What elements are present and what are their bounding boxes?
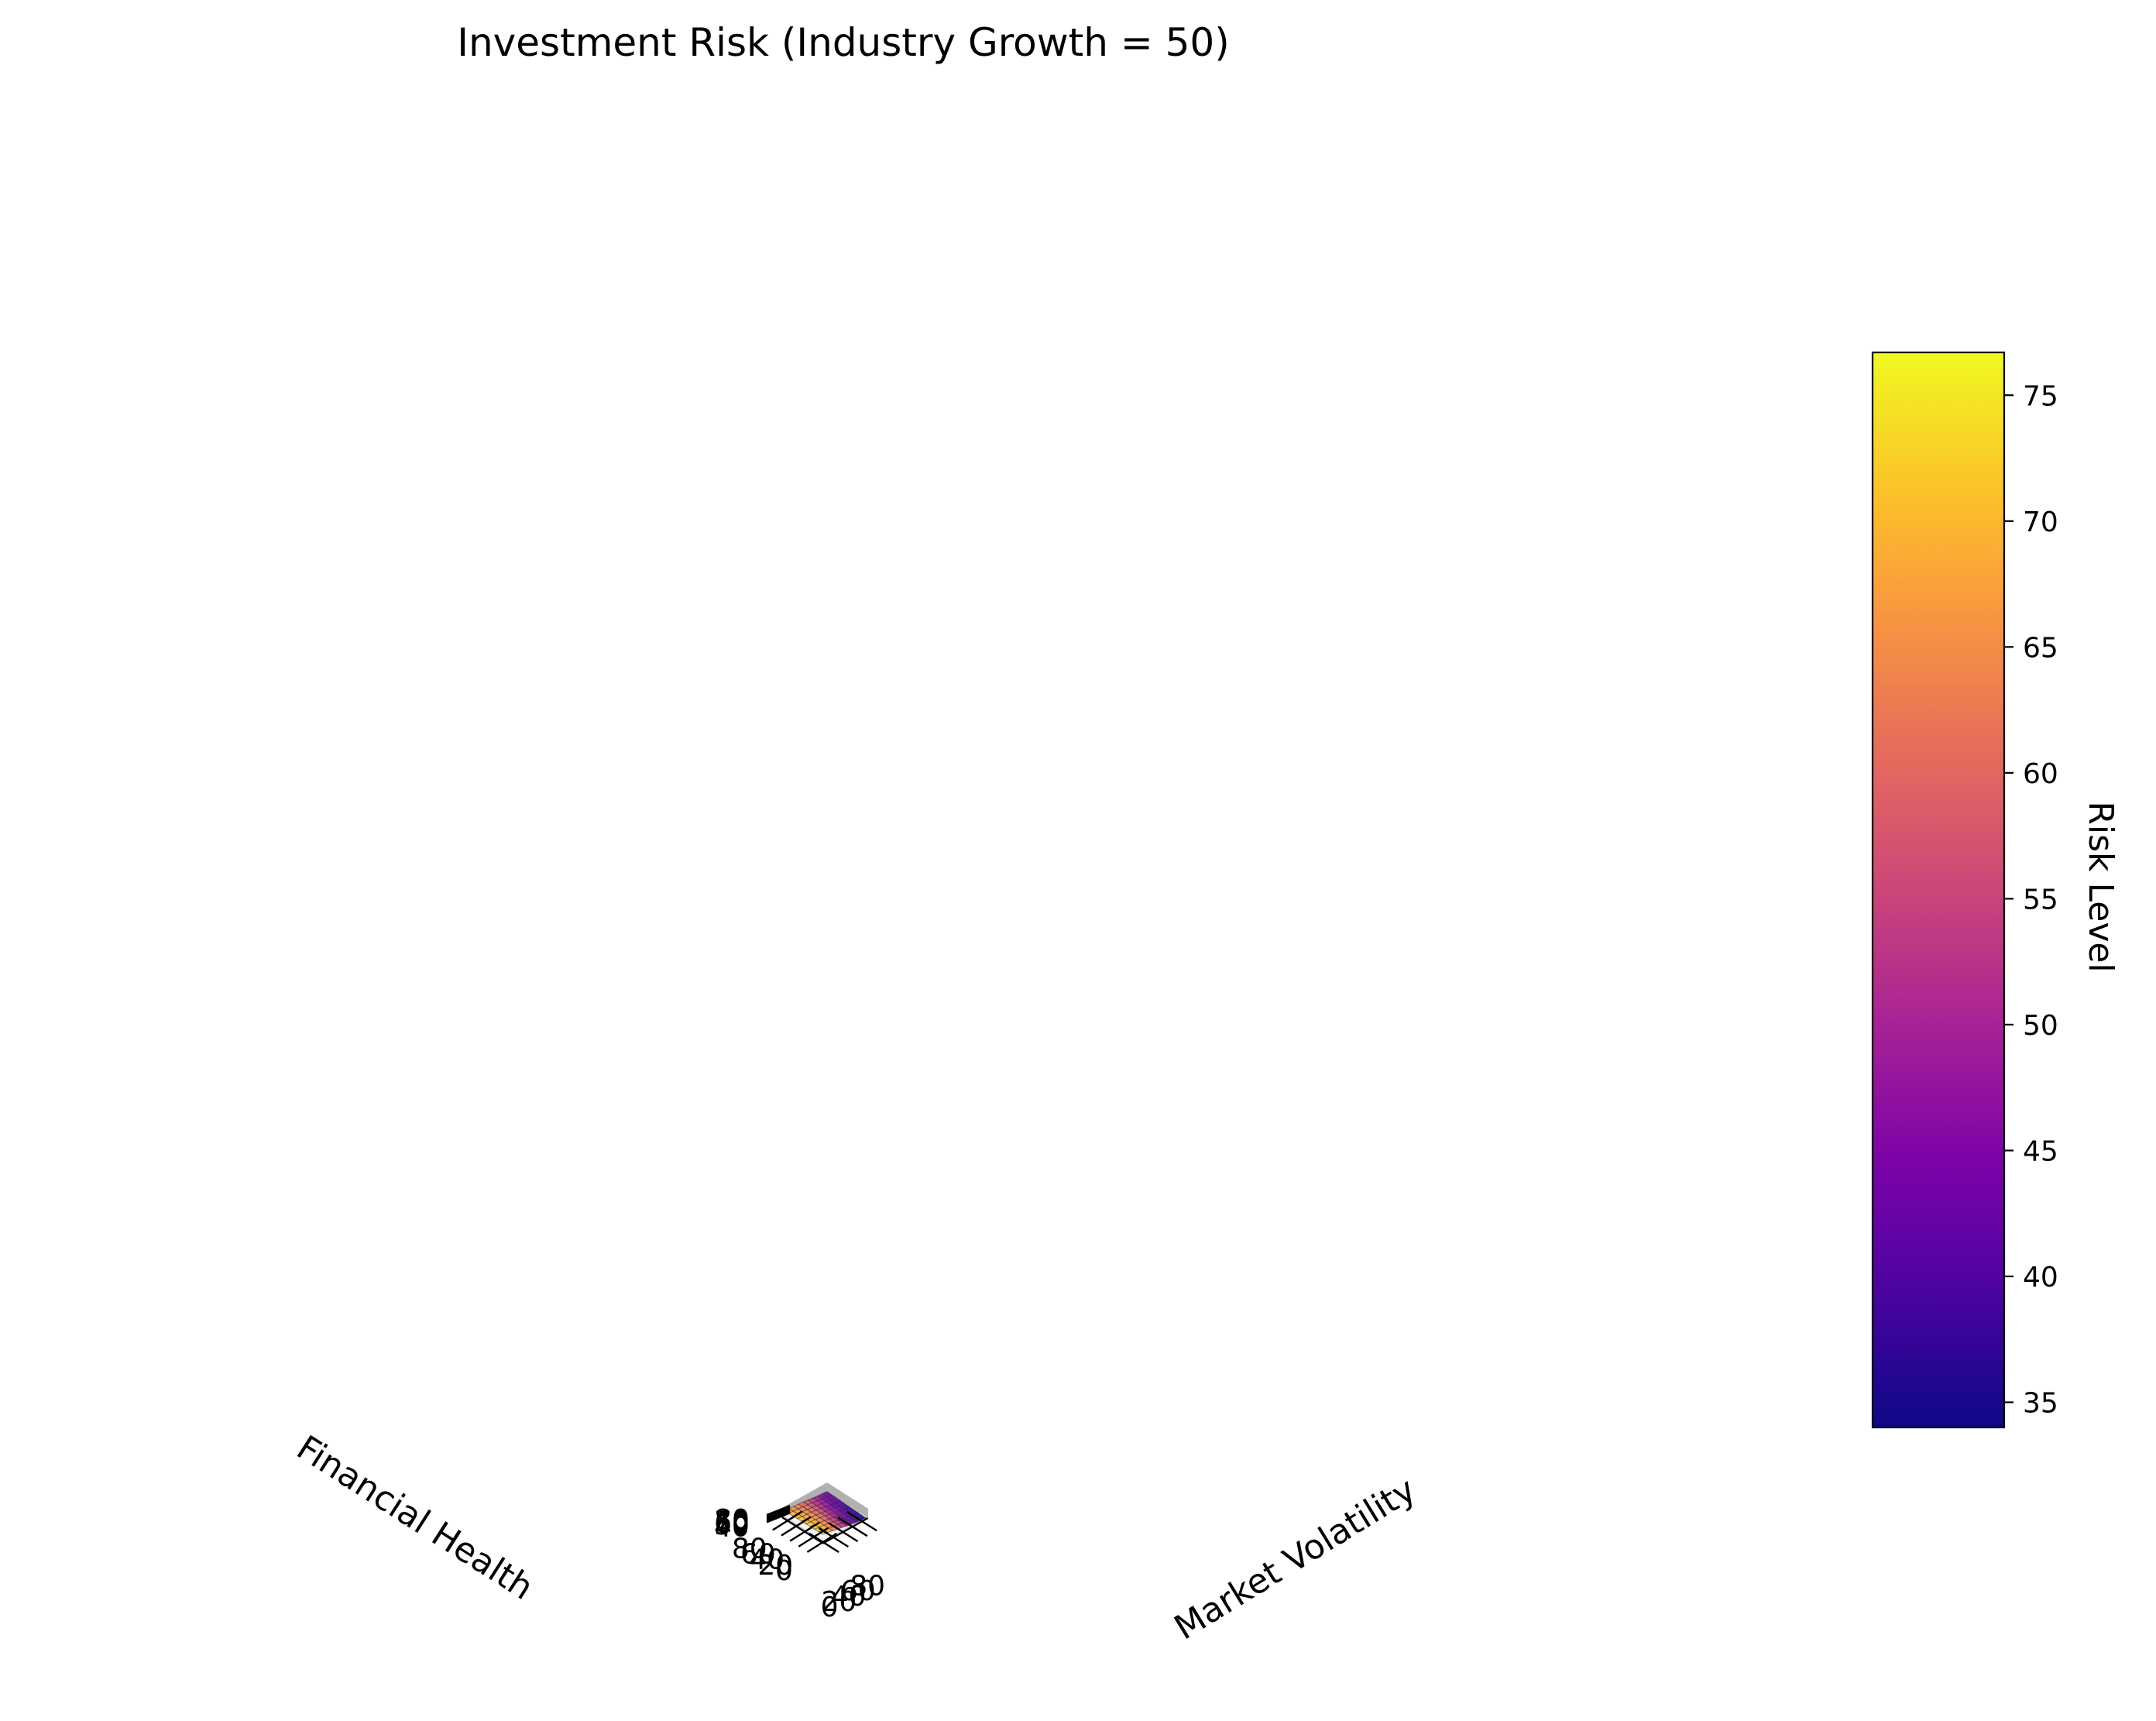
chart-title: Investment Risk (Industry Growth = 50) (457, 20, 1230, 65)
grid-line-z (781, 1482, 828, 1510)
grid-line-z (826, 1488, 869, 1516)
y-tick-mark (772, 1510, 803, 1531)
y-axis-line (781, 1517, 824, 1544)
z-tick-mark (766, 1504, 791, 1517)
y-tick-mark (781, 1516, 812, 1537)
z-tick-label: 50 (714, 1510, 750, 1541)
colorbar-gradient (1871, 351, 2006, 1429)
colorbar-tick-label: 50 (2023, 1010, 2058, 1042)
colorbar-tick-label: 70 (2023, 507, 2058, 538)
colorbar-tick-label: 55 (2023, 884, 2058, 915)
y-tick-mark (798, 1527, 829, 1548)
z-tick-label: 80 (714, 1504, 750, 1536)
z-tick-mark (766, 1506, 791, 1518)
x-tick-mark (827, 1522, 859, 1543)
z-tick-mark (766, 1508, 791, 1520)
z-tick-label: 60 (714, 1508, 750, 1540)
z-tick-mark (766, 1510, 791, 1522)
x-tick-label: 60 (840, 1575, 876, 1607)
surface-quad (821, 1491, 833, 1497)
colorbar-tick-label: 35 (2023, 1387, 2058, 1419)
x-tick-mark (846, 1511, 877, 1532)
y-tick-label: 80 (732, 1533, 767, 1565)
y-tick-label: 40 (749, 1544, 784, 1576)
x-tick-mark (837, 1517, 868, 1537)
x-tick-label: 40 (831, 1581, 867, 1613)
grid-line-z (826, 1486, 869, 1514)
colorbar-tick-label: 75 (2023, 380, 2058, 412)
y-tick-mark (789, 1521, 820, 1542)
x-axis-label: Market Volatility (1168, 1470, 1423, 1648)
colorbar-tick-label: 45 (2023, 1135, 2058, 1167)
grid-line-z (826, 1489, 869, 1518)
y-axis-label: Financial Health (290, 1428, 540, 1608)
grid-line-z (826, 1482, 869, 1510)
colorbar-label: Risk Level (2081, 801, 2120, 972)
x-tick-label: 80 (850, 1570, 885, 1602)
colorbar-tick-label: 60 (2023, 758, 2058, 790)
y-tick-label: 20 (757, 1550, 793, 1582)
colorbar-tick-label: 65 (2023, 632, 2058, 664)
colorbar-tick-label: 40 (2023, 1262, 2058, 1293)
colorbar: 35 40 45 50 55 60 65 70 75 (1871, 351, 2058, 1429)
x-tick-label: 0 (821, 1592, 839, 1623)
z-tick-label: 70 (714, 1506, 750, 1537)
z-tick-label: 40 (714, 1511, 750, 1543)
y-tick-label: 0 (775, 1555, 793, 1587)
z-tick-mark (766, 1512, 791, 1523)
grid-line-z (826, 1484, 869, 1513)
y-tick-label: 60 (740, 1539, 776, 1571)
x-axis-line (822, 1517, 869, 1544)
x-tick-label: 20 (821, 1586, 857, 1618)
y-tick-mark (806, 1532, 838, 1553)
